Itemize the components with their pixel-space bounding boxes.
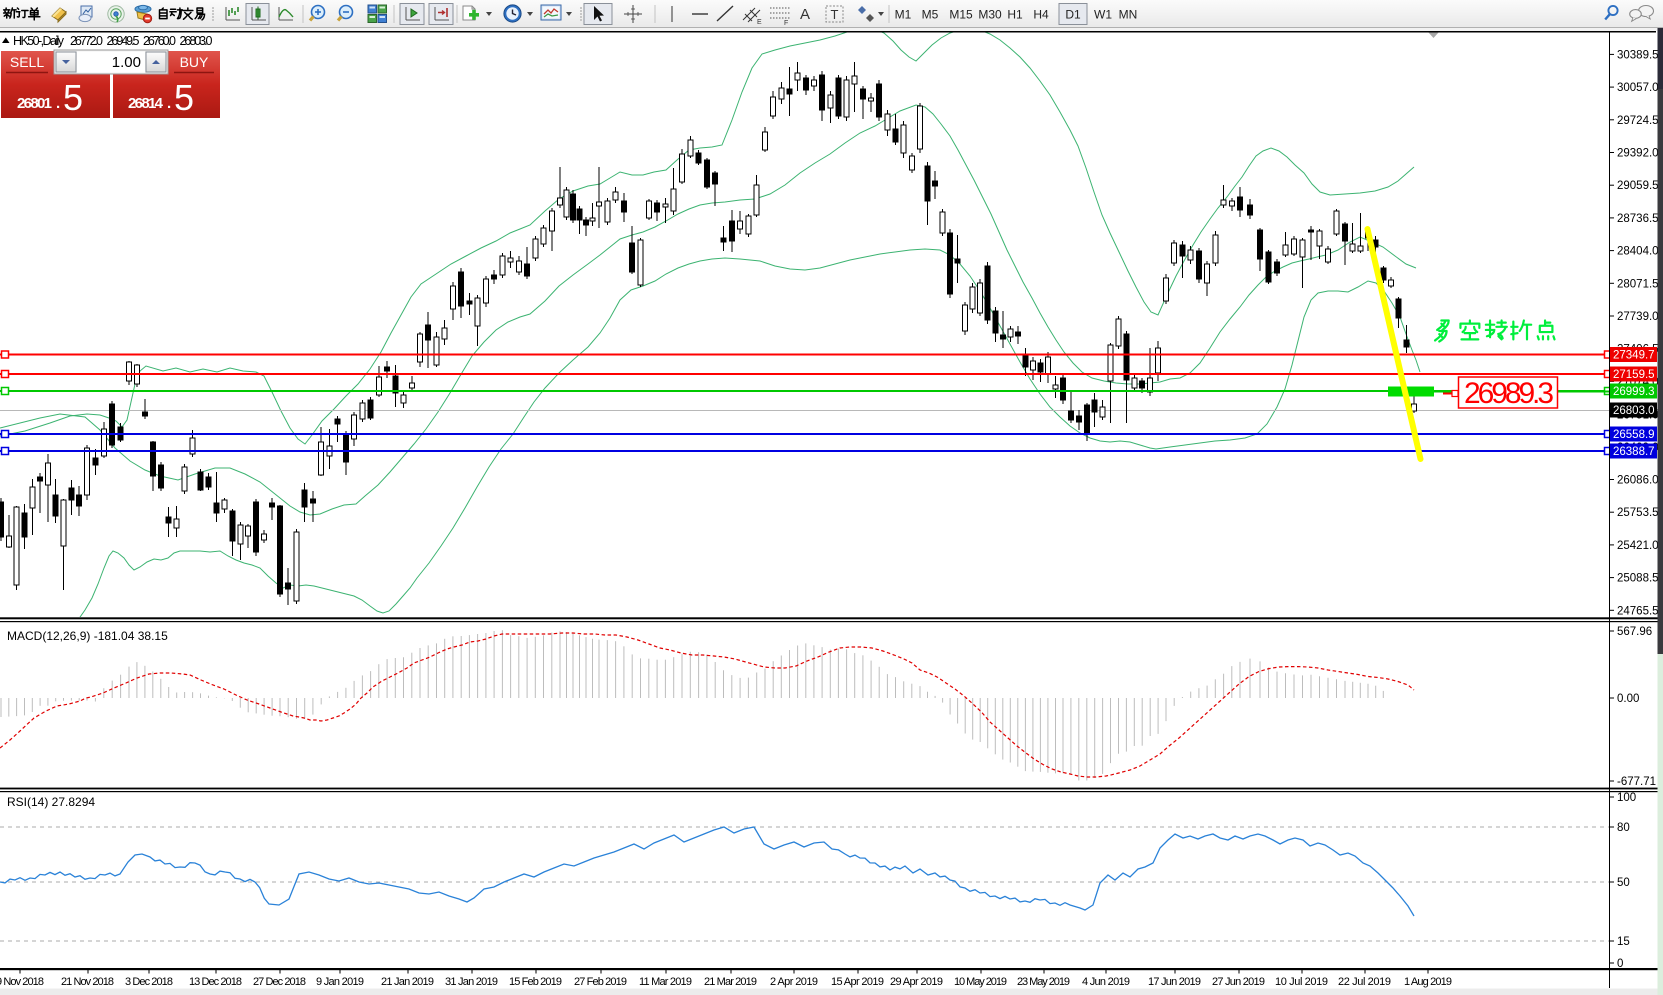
svg-text:27 Jun 2019: 27 Jun 2019 <box>1212 976 1265 988</box>
svg-text:50: 50 <box>1617 877 1630 889</box>
svg-text:22 Jul 2019: 22 Jul 2019 <box>1338 976 1391 988</box>
svg-text:21 Mar 2019: 21 Mar 2019 <box>704 976 757 988</box>
svg-text:28404.0: 28404.0 <box>1617 246 1659 258</box>
svg-text:26772.0: 26772.0 <box>70 34 103 48</box>
svg-text:26803.0: 26803.0 <box>1613 405 1655 417</box>
svg-text:M30: M30 <box>978 8 1002 22</box>
svg-text:28071.5: 28071.5 <box>1617 278 1659 290</box>
svg-text:21 Nov 2018: 21 Nov 2018 <box>61 976 114 988</box>
svg-text:31 Jan 2019: 31 Jan 2019 <box>445 976 498 988</box>
svg-text:BUY: BUY <box>180 54 209 70</box>
svg-text:26086.0: 26086.0 <box>1617 475 1659 487</box>
svg-text:M1: M1 <box>895 8 912 22</box>
svg-text:W1: W1 <box>1094 8 1112 22</box>
svg-text:MACD(12,26,9) -181.04 38.15: MACD(12,26,9) -181.04 38.15 <box>7 629 168 643</box>
svg-text:M15: M15 <box>949 8 973 22</box>
svg-text:5: 5 <box>174 77 194 118</box>
svg-text:26803.0: 26803.0 <box>180 34 213 48</box>
svg-text:24765.5: 24765.5 <box>1617 605 1659 617</box>
svg-text:26801: 26801 <box>17 95 52 112</box>
svg-text:26999.3: 26999.3 <box>1613 386 1655 398</box>
svg-text:25088.5: 25088.5 <box>1617 573 1659 585</box>
svg-text:1.00: 1.00 <box>112 54 141 71</box>
svg-text:9 Jan 2019: 9 Jan 2019 <box>316 976 364 988</box>
svg-text:T: T <box>831 7 839 22</box>
svg-text:D1: D1 <box>1065 8 1081 22</box>
svg-text:21 Jan 2019: 21 Jan 2019 <box>381 976 434 988</box>
svg-text:.: . <box>167 95 171 112</box>
svg-text:RSI(14) 27.8294: RSI(14) 27.8294 <box>7 795 95 809</box>
svg-text:.: . <box>56 95 60 112</box>
svg-text:15 Apr 2019: 15 Apr 2019 <box>831 976 884 988</box>
svg-text:-677.71: -677.71 <box>1617 776 1656 788</box>
svg-text:27 Feb 2019: 27 Feb 2019 <box>574 976 627 988</box>
svg-text:10 May 2019: 10 May 2019 <box>954 976 1007 988</box>
svg-text:29724.5: 29724.5 <box>1617 115 1659 127</box>
svg-text:26814: 26814 <box>128 95 164 112</box>
svg-text:3 Dec 2018: 3 Dec 2018 <box>125 976 173 988</box>
svg-text:0: 0 <box>1617 958 1623 970</box>
svg-text:26989.3: 26989.3 <box>1464 377 1554 410</box>
svg-text:27739.0: 27739.0 <box>1617 311 1659 323</box>
svg-text:100: 100 <box>1617 792 1636 804</box>
svg-text:5: 5 <box>63 77 83 118</box>
svg-text:25421.0: 25421.0 <box>1617 540 1659 552</box>
svg-text:HK50-,Daily: HK50-,Daily <box>13 34 65 48</box>
svg-text:F: F <box>784 20 788 27</box>
svg-text:80: 80 <box>1617 822 1630 834</box>
svg-text:30389.5: 30389.5 <box>1617 49 1659 61</box>
svg-text:29 Apr 2019: 29 Apr 2019 <box>890 976 943 988</box>
svg-text:26760.0: 26760.0 <box>143 34 176 48</box>
svg-text:4 Jun 2019: 4 Jun 2019 <box>1082 976 1130 988</box>
svg-text:E: E <box>757 19 762 26</box>
svg-text:MN: MN <box>1119 8 1138 22</box>
svg-text:10 Jul 2019: 10 Jul 2019 <box>1275 976 1328 988</box>
svg-text:A: A <box>800 6 810 23</box>
svg-text:27349.7: 27349.7 <box>1613 350 1655 362</box>
svg-text:M5: M5 <box>922 8 939 22</box>
svg-text:26949.5: 26949.5 <box>107 34 140 48</box>
svg-text:SELL: SELL <box>10 54 44 70</box>
svg-text:28736.5: 28736.5 <box>1617 213 1659 225</box>
svg-text:13 Dec 2018: 13 Dec 2018 <box>189 976 242 988</box>
svg-text:27 Dec 2018: 27 Dec 2018 <box>253 976 306 988</box>
svg-text:0.00: 0.00 <box>1617 693 1639 705</box>
svg-text:27159.5: 27159.5 <box>1613 369 1655 381</box>
svg-text:15: 15 <box>1617 936 1630 948</box>
svg-text:H1: H1 <box>1007 8 1023 22</box>
svg-text:11 Mar 2019: 11 Mar 2019 <box>639 976 692 988</box>
svg-text:23 May 2019: 23 May 2019 <box>1017 976 1070 988</box>
svg-text:26558.9: 26558.9 <box>1613 429 1655 441</box>
svg-text:29392.0: 29392.0 <box>1617 148 1659 160</box>
svg-text:25753.5: 25753.5 <box>1617 507 1659 519</box>
svg-text:30057.0: 30057.0 <box>1617 82 1659 94</box>
svg-text:567.96: 567.96 <box>1617 626 1652 638</box>
svg-text:17 Jun 2019: 17 Jun 2019 <box>1148 976 1201 988</box>
svg-text:9 Nov 2018: 9 Nov 2018 <box>0 976 44 988</box>
svg-text:29059.5: 29059.5 <box>1617 180 1659 192</box>
svg-text:2 Apr 2019: 2 Apr 2019 <box>770 976 818 988</box>
svg-text:15 Feb 2019: 15 Feb 2019 <box>509 976 562 988</box>
svg-text:H4: H4 <box>1033 8 1049 22</box>
svg-text:1 Aug 2019: 1 Aug 2019 <box>1404 976 1452 988</box>
svg-text:26388.7: 26388.7 <box>1613 446 1655 458</box>
